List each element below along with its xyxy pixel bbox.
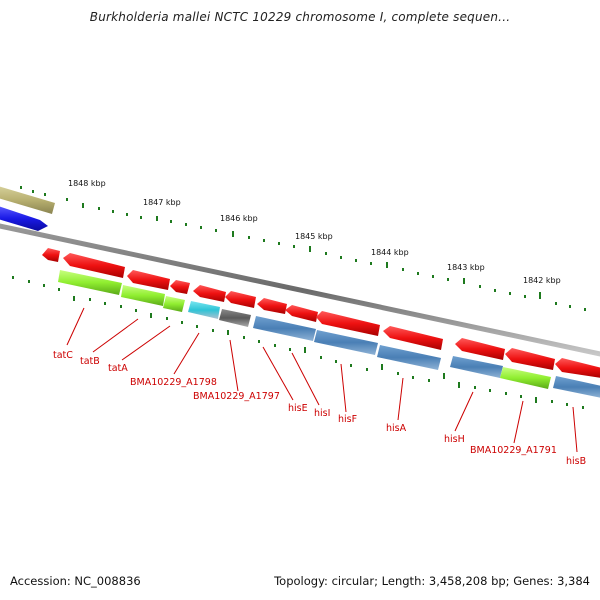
gene-label-tatB: tatB bbox=[80, 356, 100, 367]
gene-tatB bbox=[121, 285, 165, 306]
gene-tatC bbox=[58, 270, 122, 295]
gene-hisH bbox=[450, 356, 503, 378]
gene-label-BMA10229_A1797: BMA10229_A1797 bbox=[193, 391, 280, 402]
tick-label-1843: 1843 kbp bbox=[447, 263, 485, 272]
gene-BMA10229_A1798 bbox=[188, 301, 220, 319]
gene-label-hisE: hisE bbox=[288, 403, 308, 414]
genome-backbone bbox=[0, 223, 600, 357]
tick-label-1842: 1842 kbp bbox=[523, 276, 561, 285]
outer-feature-blue bbox=[0, 206, 48, 231]
gene-label-hisH: hisH bbox=[444, 434, 465, 445]
outer-feature-olive bbox=[0, 186, 55, 214]
gene-hisB bbox=[553, 376, 600, 398]
accession-text: Accession: NC_008836 bbox=[10, 574, 141, 588]
gene-label-hisF: hisF bbox=[338, 414, 357, 425]
tick-label-1848: 1848 kbp bbox=[68, 179, 106, 188]
label-leaders bbox=[66, 307, 578, 453]
gene-label-tatC: tatC bbox=[53, 350, 73, 361]
gene-label-hisI: hisI bbox=[314, 408, 330, 419]
genome-summary-text: Topology: circular; Length: 3,458,208 bp… bbox=[274, 574, 590, 588]
cds-track bbox=[42, 248, 600, 378]
gene-label-hisA: hisA bbox=[386, 423, 407, 434]
gene-label-BMA10229_A1798: BMA10229_A1798 bbox=[130, 377, 217, 388]
gene-hisE bbox=[253, 316, 316, 341]
lower-dotted-track bbox=[12, 276, 584, 409]
gene-label-hisB: hisB bbox=[566, 456, 586, 467]
gene-BMA10229_A1791 bbox=[500, 367, 551, 389]
gene-tatA bbox=[163, 296, 185, 312]
gene-label-tatA: tatA bbox=[108, 363, 128, 374]
gene-label-BMA10229_A1791: BMA10229_A1791 bbox=[470, 445, 557, 456]
gene-BMA10229_A1797 bbox=[219, 309, 251, 327]
tick-label-1846: 1846 kbp bbox=[220, 214, 258, 223]
gene-hisA bbox=[377, 345, 441, 370]
upper-dotted-track bbox=[20, 186, 586, 311]
tick-label-1845: 1845 kbp bbox=[295, 232, 333, 241]
map-title: Burkholderia mallei NCTC 10229 chromosom… bbox=[89, 10, 511, 24]
gene-hisIF bbox=[314, 330, 378, 355]
tick-label-1844: 1844 kbp bbox=[371, 248, 409, 257]
tick-label-1847: 1847 kbp bbox=[143, 198, 181, 207]
